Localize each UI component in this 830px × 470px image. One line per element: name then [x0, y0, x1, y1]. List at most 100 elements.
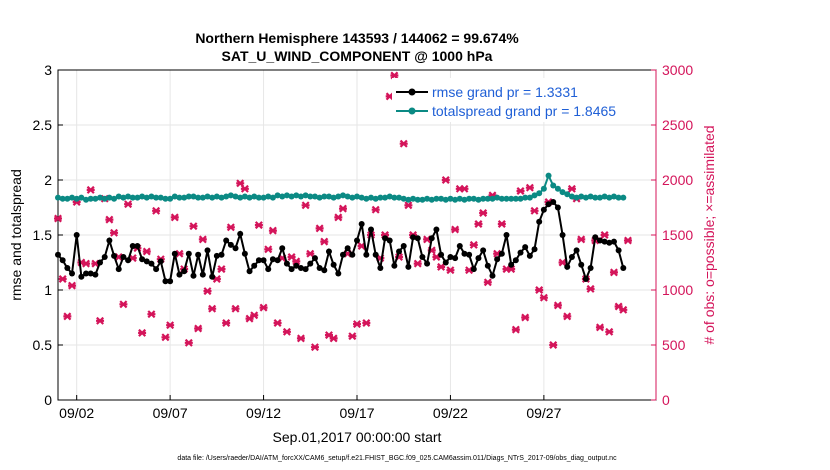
- rmse-point: [442, 259, 449, 266]
- rmse-point: [92, 271, 99, 278]
- rmse-point: [246, 268, 253, 275]
- totalspread-point: [405, 196, 412, 203]
- obs-count-marker: [348, 332, 357, 341]
- obs-count-marker: [474, 220, 483, 228]
- rmse-point: [288, 266, 295, 273]
- totalspread-point: [410, 195, 417, 202]
- totalspread-point: [540, 185, 547, 192]
- totalspread-point: [503, 195, 510, 202]
- obs-count-marker: [315, 224, 324, 233]
- obs-count-marker: [371, 205, 380, 214]
- obs-count-marker: [530, 206, 539, 215]
- rmse-series: [55, 199, 627, 285]
- totalspread-point: [213, 193, 220, 200]
- obs-count-marker: [152, 206, 161, 215]
- totalspread-point: [428, 196, 435, 203]
- obs-count-marker: [217, 265, 226, 274]
- obs-count-marker: [110, 228, 119, 237]
- totalspread-point: [162, 195, 169, 202]
- totalspread-point: [596, 194, 603, 201]
- totalspread-point: [64, 195, 71, 202]
- obs-count-marker: [525, 183, 534, 192]
- totalspread-point: [148, 193, 155, 200]
- totalspread-point: [550, 182, 557, 189]
- totalspread-point: [237, 194, 244, 201]
- totalspread-point: [279, 193, 286, 200]
- rmse-point: [550, 199, 557, 205]
- totalspread-point: [484, 195, 491, 202]
- totalspread-point: [78, 194, 85, 201]
- totalspread-point: [171, 193, 178, 200]
- rmse-point: [162, 278, 169, 285]
- rmse-point: [372, 251, 379, 258]
- obs-count-marker: [558, 258, 567, 267]
- obs-count-marker: [329, 334, 338, 343]
- totalspread-point: [129, 194, 136, 201]
- rmse-point: [559, 232, 566, 238]
- totalspread-point: [606, 194, 613, 201]
- obs-count-marker: [208, 304, 217, 313]
- obs-count-marker: [595, 323, 604, 332]
- rmse-point: [344, 245, 351, 252]
- totalspread-point: [508, 195, 515, 202]
- obs-count-marker: [222, 319, 231, 327]
- legend: rmse grand pr = 1.3331 totalspread grand…: [392, 78, 650, 122]
- obs-count-marker: [399, 139, 408, 148]
- obs-count-marker: [68, 281, 77, 290]
- rmse-point: [209, 273, 216, 280]
- rmse-point: [391, 262, 398, 269]
- y2-tick-label: 1000: [662, 282, 693, 298]
- rmse-point: [218, 251, 225, 258]
- totalspread-point: [610, 193, 617, 200]
- rmse-point: [503, 232, 510, 238]
- totalspread-point: [372, 195, 379, 202]
- rmse-point: [204, 247, 211, 254]
- rmse-point: [386, 237, 393, 244]
- obs-count-marker: [469, 240, 478, 249]
- y-tick-label: 1.5: [33, 227, 53, 243]
- obs-count-marker: [605, 327, 614, 336]
- y-tick-label: 2.5: [33, 117, 53, 133]
- rmse-point: [111, 252, 118, 259]
- obs-count-marker: [338, 204, 347, 213]
- rmse-point: [143, 258, 150, 265]
- x-tick-label: 09/27: [526, 405, 561, 421]
- totalspread-point: [349, 194, 356, 201]
- rmse-point: [325, 248, 332, 255]
- obs-count-marker: [446, 266, 455, 275]
- obs-count-marker: [231, 304, 240, 313]
- totalspread-point: [288, 193, 295, 200]
- totalspread-point: [582, 194, 589, 201]
- rmse-point: [526, 252, 533, 259]
- totalspread-point: [125, 193, 132, 200]
- rmse-point: [461, 250, 468, 257]
- obs-count-marker: [268, 226, 277, 235]
- rmse-point: [484, 262, 491, 269]
- obs-count-marker: [138, 328, 147, 337]
- rmse-point: [368, 226, 375, 233]
- x-axis-label: Sep.01,2017 00:00:00 start: [273, 429, 442, 445]
- totalspread-point: [601, 193, 608, 200]
- totalspread-point: [143, 194, 150, 201]
- obs-count-marker: [198, 235, 207, 244]
- totalspread-point: [241, 193, 248, 200]
- rmse-point: [592, 234, 599, 241]
- rmse-point: [396, 248, 403, 255]
- obs-count-marker: [147, 310, 156, 319]
- obs-count-marker: [119, 300, 128, 309]
- obs-count-marker: [189, 222, 198, 231]
- obs-count-marker: [539, 293, 548, 302]
- rmse-point: [73, 232, 80, 238]
- totalspread-point: [232, 193, 239, 200]
- totalspread-point: [386, 193, 393, 200]
- rmse-point: [606, 239, 613, 246]
- rmse-point: [97, 259, 104, 266]
- totalspread-point: [92, 195, 99, 202]
- totalspread-point: [246, 194, 253, 201]
- rmse-point: [167, 278, 174, 285]
- totalspread-point: [498, 195, 505, 202]
- obs-count-marker: [567, 184, 576, 193]
- rmse-point: [428, 235, 435, 242]
- y2-tick-label: 1500: [662, 227, 693, 243]
